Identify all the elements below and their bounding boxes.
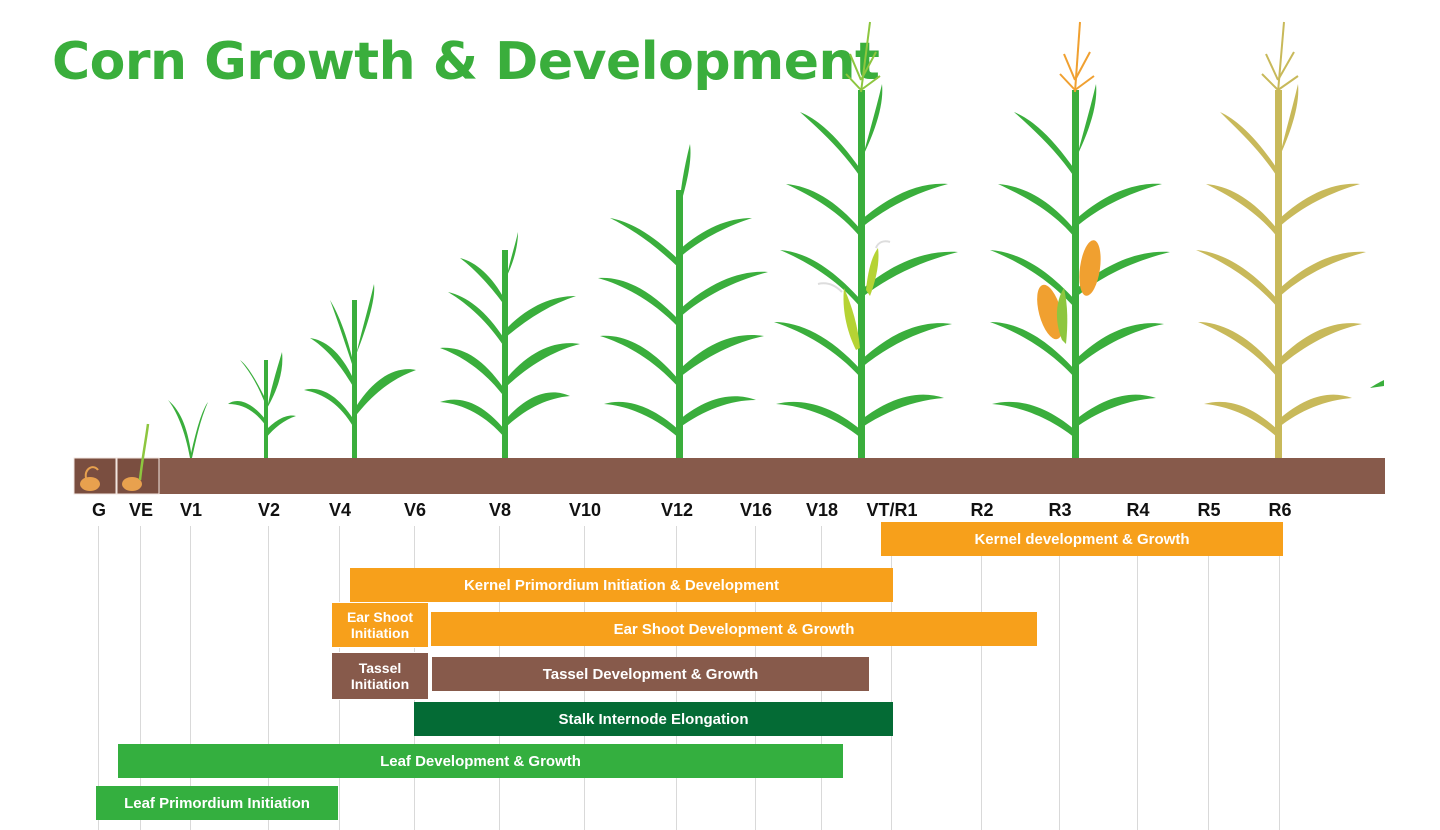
bar-ear-shoot-initiation: Ear Shoot Initiation (331, 602, 429, 648)
tassel-icon (1261, 21, 1299, 93)
sprout-icon (138, 423, 150, 481)
bar-kernel-development: Kernel development & Growth (881, 522, 1283, 556)
stage-label-v2: V2 (257, 500, 281, 520)
leaf-fragment-icon (1370, 380, 1384, 388)
page-title: Corn Growth & Development (52, 32, 880, 92)
bar-ear-shoot-development: Ear Shoot Development & Growth (431, 612, 1037, 646)
stage-label-r6: R6 (1268, 500, 1292, 520)
stage-label-v8: V8 (488, 500, 512, 520)
stage-label-g: G (91, 500, 107, 520)
stage-label-v4: V4 (328, 500, 352, 520)
gridline (981, 526, 982, 830)
stage-label-r2: R2 (970, 500, 994, 520)
stage-label-r5: R5 (1197, 500, 1221, 520)
ear-icon (817, 240, 891, 350)
plant-v1-icon (168, 400, 208, 458)
plant-v12-icon (598, 144, 768, 458)
bar-tassel-initiation: Tassel Initiation (331, 652, 429, 700)
plant-v4-icon (304, 284, 416, 458)
stage-label-v12: V12 (660, 500, 694, 520)
stage-label-v10: V10 (568, 500, 602, 520)
plant-v2-icon (228, 352, 296, 458)
bar-leaf-primordium: Leaf Primordium Initiation (96, 786, 338, 820)
bar-tassel-development: Tassel Development & Growth (432, 657, 869, 691)
gridline (1208, 526, 1209, 830)
stage-label-ve: VE (128, 500, 154, 520)
gridline (1279, 526, 1280, 830)
stage-label-r3: R3 (1048, 500, 1072, 520)
corn-cob-icon (1037, 240, 1101, 344)
gridline (891, 526, 892, 830)
tassel-icon (845, 21, 881, 93)
seed-icon (122, 477, 142, 491)
stage-label-v16: V16 (739, 500, 773, 520)
gridline (190, 526, 191, 830)
seed-icon (80, 477, 100, 491)
bar-stalk-elongation: Stalk Internode Elongation (414, 702, 893, 736)
gridline (98, 526, 99, 830)
gridline (1137, 526, 1138, 830)
gridline (140, 526, 141, 830)
stage-label-v6: V6 (403, 500, 427, 520)
plant-r6-dry-icon (1196, 84, 1366, 458)
stage-label-v1: V1 (179, 500, 203, 520)
bar-leaf-development: Leaf Development & Growth (118, 744, 843, 778)
tassel-icon (1059, 21, 1095, 93)
plant-v8-icon (440, 232, 580, 458)
gridline (268, 526, 269, 830)
plant-vt-r1-icon (774, 84, 958, 458)
gridline (1059, 526, 1060, 830)
stage-label-vt-r1: VT/R1 (866, 500, 918, 520)
corn-plants-illustration (73, 21, 1385, 495)
stage-label-r4: R4 (1126, 500, 1150, 520)
stage-label-v18: V18 (805, 500, 839, 520)
bar-kernel-primordium: Kernel Primordium Initiation & Developme… (350, 568, 893, 602)
soil-strip (74, 458, 1385, 494)
plant-r3-icon (990, 84, 1170, 458)
